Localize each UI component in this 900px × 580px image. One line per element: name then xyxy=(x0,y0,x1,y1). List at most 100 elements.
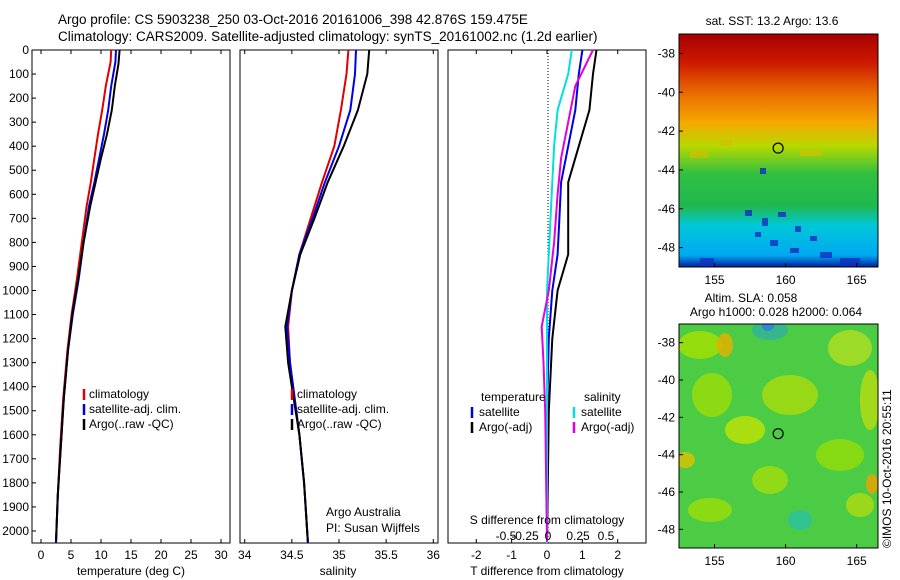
sst-cold-patches xyxy=(700,168,860,267)
legend-label: satellite-adj. clim. xyxy=(297,402,389,416)
s-tick-label: 0.5 xyxy=(598,529,615,543)
depth-tick-label: 1500 xyxy=(2,404,29,418)
salinity-xlabel: salinity xyxy=(320,564,357,578)
legend-label: Argo(-adj) xyxy=(479,420,532,434)
x-tick-label: 10 xyxy=(94,548,108,562)
series-line xyxy=(55,49,117,544)
x-tick-label: 0 xyxy=(544,548,551,562)
x-tick-label: 35.5 xyxy=(374,548,398,562)
sla-map-title: Altim. SLA: 0.058 xyxy=(705,291,798,305)
x-tick-label: 34 xyxy=(238,548,252,562)
sst-map xyxy=(679,34,878,267)
x-tick-label: 0 xyxy=(38,548,45,562)
depth-tick-label: 500 xyxy=(9,163,29,177)
legend-label: satellite xyxy=(581,405,622,419)
map-y-tick-label: -42 xyxy=(658,124,676,138)
sst-field xyxy=(679,34,878,267)
difference-xlabel-top: S difference from climatology xyxy=(470,513,625,527)
map-y-tick-label: -48 xyxy=(658,241,676,255)
x-tick-label: -2 xyxy=(471,548,482,562)
series-line xyxy=(546,49,598,542)
legend-label: satellite-adj. clim. xyxy=(89,402,181,416)
legend-label: climatology xyxy=(89,387,149,401)
depth-tick-label: 1400 xyxy=(2,380,29,394)
s-tick-label: 0 xyxy=(545,529,552,543)
s-tick-label: -0.25 xyxy=(511,529,539,543)
legend-label: Argo(..raw -QC) xyxy=(297,417,382,431)
x-tick-label: 2 xyxy=(614,548,621,562)
legend-title: temperature xyxy=(481,390,546,404)
map-y-tick-label: -44 xyxy=(658,448,676,462)
map-y-tick-label: -40 xyxy=(658,373,676,387)
depth-tick-label: 1600 xyxy=(2,428,29,442)
sla-map-frame xyxy=(678,323,879,549)
depth-tick-label: 1800 xyxy=(2,476,29,490)
map-x-tick-label: 155 xyxy=(705,273,725,287)
map-x-tick-label: 165 xyxy=(847,554,867,568)
x-tick-label: -1 xyxy=(506,548,517,562)
salinity-plot: 34 34.5 35 35.5 36 climatologysatellite-adj. … xyxy=(238,49,441,562)
series-line xyxy=(546,49,584,543)
legend-label: satellite xyxy=(479,405,520,419)
map-y-tick-label: -44 xyxy=(658,163,676,177)
legend-label: climatology xyxy=(297,387,357,401)
temperature-xlabel: temperature (deg C) xyxy=(77,564,185,578)
sst-warm-patches xyxy=(690,140,822,158)
difference-xlabel-bottom: T difference from climatology xyxy=(470,564,624,578)
depth-tick-label: 900 xyxy=(9,259,29,273)
difference-plot: -2 -1 0 1 2 -0.5-0.25 0 0.25 0.5 temperature salin… xyxy=(470,49,634,562)
depth-tick-label: 200 xyxy=(9,91,29,105)
legend-label: Argo(..raw -QC) xyxy=(89,417,174,431)
series-line xyxy=(286,49,357,544)
map-y-tick-label: -46 xyxy=(658,202,676,216)
depth-tick-label: 600 xyxy=(9,187,29,201)
figure-title-line-2: Climatology: CARS2009. Satellite-adjuste… xyxy=(58,29,598,44)
depth-tick-label: 1700 xyxy=(2,452,29,466)
figure-title-line-1: Argo profile: CS 5903238_250 03-Oct-2016… xyxy=(58,12,528,27)
argo-float-position-marker xyxy=(772,428,784,440)
sla-anomaly-blobs xyxy=(679,324,878,530)
x-tick-label: 1 xyxy=(579,548,586,562)
depth-tick-label: 300 xyxy=(9,115,29,129)
x-tick-label: 36 xyxy=(427,548,441,562)
map-x-tick-label: 165 xyxy=(847,273,867,287)
series-line xyxy=(55,49,121,542)
depth-tick-label: 1000 xyxy=(2,283,29,297)
sla-map-subtitle: Argo h1000: 0.028 h2000: 0.064 xyxy=(690,305,862,319)
series-line xyxy=(287,49,350,544)
imos-timestamp-watermark: ©IMOS 10-Oct-2016 20:55:11 xyxy=(880,389,894,548)
map-y-tick-label: -38 xyxy=(658,46,676,60)
depth-tick-label: 1100 xyxy=(3,308,29,322)
attribution-line-1: Argo Australia xyxy=(326,505,401,519)
series-line xyxy=(284,49,371,542)
x-tick-label: 5 xyxy=(68,548,75,562)
depth-tick-label: 800 xyxy=(9,235,29,249)
attribution-line-2: PI: Susan Wijffels xyxy=(326,521,420,535)
x-tick-label: 15 xyxy=(124,548,138,562)
x-tick-label: 35 xyxy=(332,548,346,562)
series-line xyxy=(540,49,594,542)
map-x-tick-label: 155 xyxy=(705,554,725,568)
depth-tick-label: 1200 xyxy=(2,332,29,346)
map-y-tick-label: -46 xyxy=(658,485,676,499)
depth-tick-label: 0 xyxy=(22,43,29,57)
argo-float-position-marker xyxy=(772,142,784,154)
s-tick-label: -0.5 xyxy=(496,529,517,543)
map-y-tick-label: -48 xyxy=(658,522,676,536)
map-axes: 155 160 165 -38 -40 -42 -44 -46 -48 155 160 165 -38 -… xyxy=(658,46,867,568)
sla-map xyxy=(679,324,878,548)
map-x-tick-label: 160 xyxy=(776,554,796,568)
map-x-tick-label: 160 xyxy=(776,273,796,287)
map-y-tick-label: -38 xyxy=(658,336,676,350)
sst-map-title: sat. SST: 13.2 Argo: 13.6 xyxy=(706,14,839,28)
sst-map-frame xyxy=(678,33,879,268)
depth-axis: 0 100 200 300 400 500 600 700 800 900 1000 1100 1200… xyxy=(2,43,36,538)
x-tick-label: 20 xyxy=(154,548,168,562)
map-y-tick-label: -40 xyxy=(658,85,676,99)
series-line xyxy=(55,49,113,544)
s-tick-label: 0.25 xyxy=(566,529,590,543)
depth-tick-label: 700 xyxy=(9,211,29,225)
x-tick-label: 30 xyxy=(214,548,228,562)
